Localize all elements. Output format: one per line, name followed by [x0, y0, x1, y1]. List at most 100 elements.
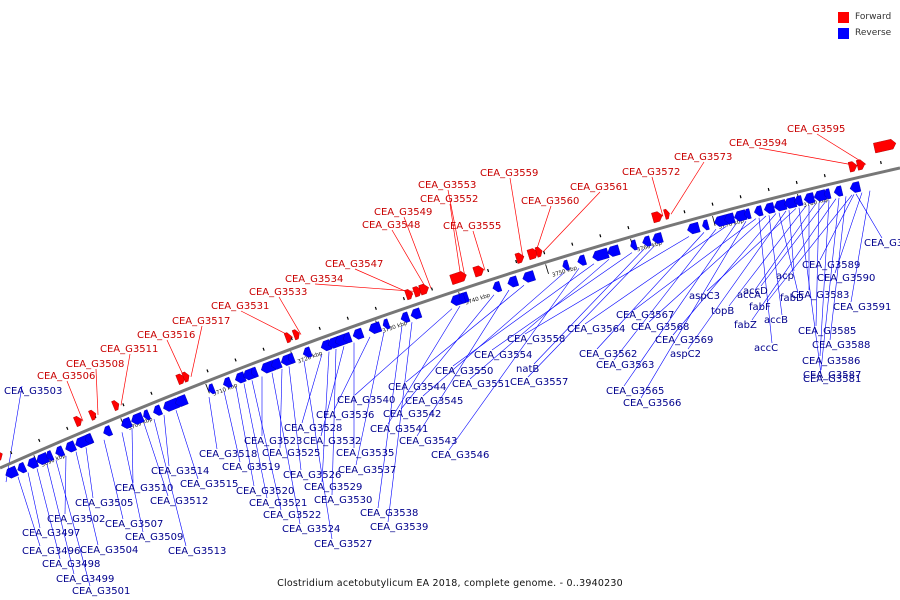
reverse-gene-label: CEA_G3522	[263, 510, 321, 521]
forward-gene-arrow	[283, 332, 292, 344]
reverse-gene-label: aspC2	[670, 349, 701, 360]
minor-tick	[290, 337, 293, 341]
reverse-leader-line	[27, 472, 41, 529]
reverse-leader-line	[208, 397, 218, 450]
reverse-leader-line	[320, 346, 345, 437]
reverse-leader-line	[271, 372, 301, 525]
reverse-gene-label: CEA_G3515	[180, 479, 238, 490]
forward-gene-label: CEA_G3594	[729, 138, 787, 149]
reverse-leader-line	[819, 194, 855, 261]
forward-gene-arrow	[663, 208, 670, 220]
reverse-leader-line	[524, 236, 690, 335]
minor-tick	[823, 174, 826, 178]
reverse-leader-line	[64, 455, 67, 515]
reverse-leader-line	[596, 232, 705, 350]
forward-gene-arrow	[847, 161, 858, 173]
forward-gene-label: CEA_G3517	[172, 316, 230, 327]
reverse-gene-arrow	[803, 192, 816, 204]
reverse-gene-label: CEA_G3499	[56, 574, 114, 585]
forward-gene-arrow	[534, 246, 543, 258]
reverse-gene-label: CEA_G3523	[244, 436, 302, 447]
reverse-gene-arrow	[793, 195, 804, 207]
reverse-gene-arrow	[85, 433, 94, 445]
reverse-gene-arrow	[46, 450, 55, 461]
reverse-gene-arrow	[833, 185, 844, 197]
legend-item-forward: Forward	[838, 9, 891, 25]
minor-tick	[206, 369, 209, 373]
reverse-gene-label: CEA_G3529	[304, 482, 362, 493]
reverse-gene-arrow	[507, 275, 520, 288]
forward-gene-arrow	[412, 286, 422, 298]
reverse-gene-arrow	[630, 239, 638, 251]
minor-tick	[711, 202, 714, 206]
reverse-gene-arrow	[754, 205, 764, 217]
minor-tick	[627, 225, 630, 230]
reverse-gene-label: CEA_G3562	[579, 349, 637, 360]
forward-leader-line	[472, 230, 486, 271]
reverse-leader-line	[85, 447, 94, 499]
minor-tick	[739, 195, 742, 199]
reverse-gene-label: CEA_G3558	[507, 334, 565, 345]
reverse-gene-label: CEA_G3568	[631, 322, 689, 333]
reverse-gene-arrow	[783, 196, 798, 209]
reverse-gene-label: CEA_G3519	[222, 462, 280, 473]
reverse-leader-line	[820, 197, 840, 371]
reverse-leader-line	[829, 196, 847, 341]
forward-gene-arrow	[472, 265, 485, 278]
forward-gene-label: CEA_G3531	[211, 301, 269, 312]
forward-leader-line	[670, 161, 705, 215]
reverse-leader-line	[623, 223, 737, 387]
reverse-gene-label: CEA_G3539	[370, 522, 428, 533]
reverse-gene-arrow	[287, 352, 296, 364]
minor-tick	[66, 426, 69, 430]
reverse-leader-line	[640, 221, 747, 399]
reverse-leader-line	[153, 419, 187, 547]
reverse-leader-line	[279, 368, 283, 449]
minor-tick	[262, 347, 265, 351]
reverse-leader-line	[633, 218, 757, 311]
reverse-gene-arrow	[131, 411, 145, 425]
reverse-gene-arrow	[103, 425, 114, 437]
reverse-gene-arrow	[652, 232, 664, 244]
forward-gene-label: CEA_G3548	[362, 220, 420, 231]
reverse-gene-label: CEA_G3503	[4, 386, 62, 397]
reverse-gene-label: CEA_G3588	[812, 340, 870, 351]
reverse-leader-line	[121, 432, 144, 533]
reverse-gene-label: CEA_G3544	[388, 382, 446, 393]
reverse-gene-arrow	[235, 371, 247, 384]
reverse-gene-arrow	[352, 327, 365, 340]
reverse-gene-arrow	[65, 440, 77, 453]
forward-gene-label: CEA_G3549	[374, 207, 432, 218]
genome-backbone	[0, 166, 900, 470]
reverse-leader-line	[687, 210, 787, 350]
forward-gene-arrow	[181, 371, 190, 383]
reverse-gene-arrow	[143, 409, 152, 421]
reverse-leader-line	[143, 423, 169, 497]
reverse-swatch-icon	[838, 27, 849, 39]
reverse-gene-label: CEA_G3505	[75, 498, 133, 509]
reverse-gene-label: CEA_G3583	[791, 290, 849, 301]
reverse-leader-line	[819, 200, 830, 357]
reverse-gene-arrow	[302, 346, 313, 358]
forward-gene-arrow	[404, 289, 413, 301]
forward-leader-line	[447, 189, 466, 278]
forward-gene-arrow	[291, 329, 300, 341]
forward-swatch-icon	[838, 11, 849, 23]
reverse-gene-arrow	[702, 219, 710, 231]
forward-leader-line	[240, 310, 294, 338]
reverse-gene-arrow	[368, 321, 383, 334]
reverse-leader-line	[448, 268, 580, 451]
reverse-gene-label: CEA_G3518	[199, 449, 257, 460]
reverse-gene-label: CEA_G3538	[360, 508, 418, 519]
label-leader-lines	[5, 133, 883, 587]
forward-gene-arrow	[526, 248, 539, 261]
reverse-leader-line	[758, 217, 773, 344]
reverse-leader-line	[355, 331, 385, 466]
reverse-leader-line	[55, 460, 91, 587]
reverse-leader-line	[301, 354, 323, 424]
reverse-leader-line	[223, 391, 241, 463]
reverse-gene-label: CEA_G3590	[817, 273, 875, 284]
forward-leader-line	[534, 205, 552, 255]
forward-gene-label: CEA_G3572	[622, 167, 680, 178]
